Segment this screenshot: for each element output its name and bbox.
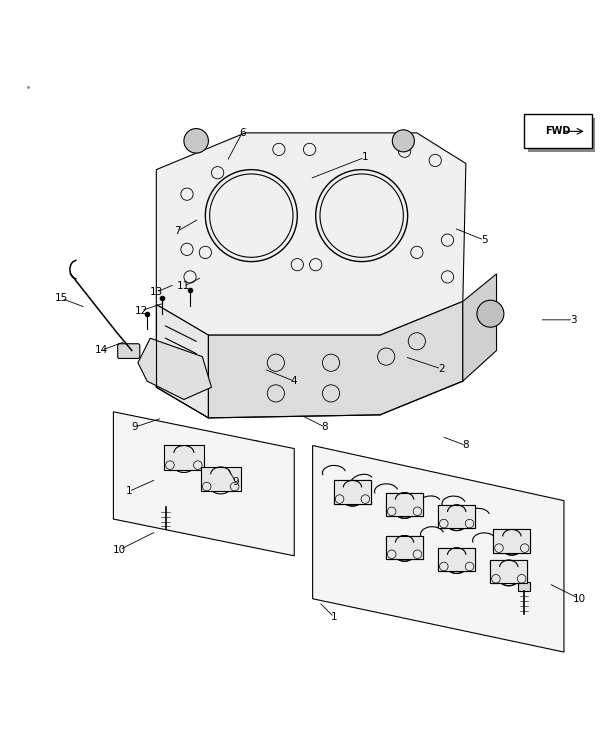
Circle shape <box>392 130 414 152</box>
Text: 3: 3 <box>570 315 576 325</box>
Text: 12: 12 <box>134 306 148 316</box>
Polygon shape <box>200 467 240 491</box>
Text: 15: 15 <box>55 293 68 303</box>
Text: FWD: FWD <box>545 126 571 136</box>
Polygon shape <box>438 505 475 528</box>
Text: 2: 2 <box>438 364 444 374</box>
Polygon shape <box>438 505 475 528</box>
Polygon shape <box>334 481 371 504</box>
Circle shape <box>477 300 504 327</box>
Polygon shape <box>438 548 475 572</box>
Polygon shape <box>313 446 564 652</box>
Text: 1: 1 <box>362 152 368 163</box>
Text: 6: 6 <box>239 128 245 138</box>
Text: 13: 13 <box>150 287 163 297</box>
Text: 1: 1 <box>126 487 132 496</box>
Circle shape <box>129 350 139 359</box>
FancyBboxPatch shape <box>159 497 172 507</box>
Polygon shape <box>200 467 240 491</box>
Polygon shape <box>386 536 423 559</box>
Text: 14: 14 <box>94 346 108 355</box>
Polygon shape <box>156 133 466 335</box>
Polygon shape <box>490 560 527 584</box>
Text: 11: 11 <box>177 281 191 291</box>
FancyBboxPatch shape <box>524 115 592 148</box>
Polygon shape <box>463 274 497 381</box>
Text: 4: 4 <box>291 376 297 386</box>
Text: 10: 10 <box>573 594 586 604</box>
Polygon shape <box>156 304 208 418</box>
Text: 9: 9 <box>233 477 239 488</box>
Polygon shape <box>138 338 211 400</box>
FancyBboxPatch shape <box>518 582 530 592</box>
Text: 5: 5 <box>481 236 487 245</box>
FancyBboxPatch shape <box>118 344 140 358</box>
Text: 8: 8 <box>322 422 328 432</box>
Polygon shape <box>490 560 527 584</box>
Text: 9: 9 <box>132 422 138 432</box>
Polygon shape <box>438 548 475 572</box>
Polygon shape <box>208 302 463 418</box>
Polygon shape <box>386 493 423 516</box>
Text: 8: 8 <box>463 440 469 451</box>
Polygon shape <box>493 530 530 553</box>
Polygon shape <box>334 481 371 504</box>
FancyBboxPatch shape <box>528 118 595 152</box>
Polygon shape <box>113 412 294 556</box>
Polygon shape <box>164 446 204 470</box>
Polygon shape <box>493 530 530 553</box>
Text: 10: 10 <box>113 544 126 555</box>
Polygon shape <box>386 493 423 516</box>
Text: 7: 7 <box>175 226 181 236</box>
Text: 1: 1 <box>331 612 337 622</box>
Circle shape <box>184 128 208 153</box>
Polygon shape <box>386 536 423 559</box>
Polygon shape <box>164 446 204 470</box>
